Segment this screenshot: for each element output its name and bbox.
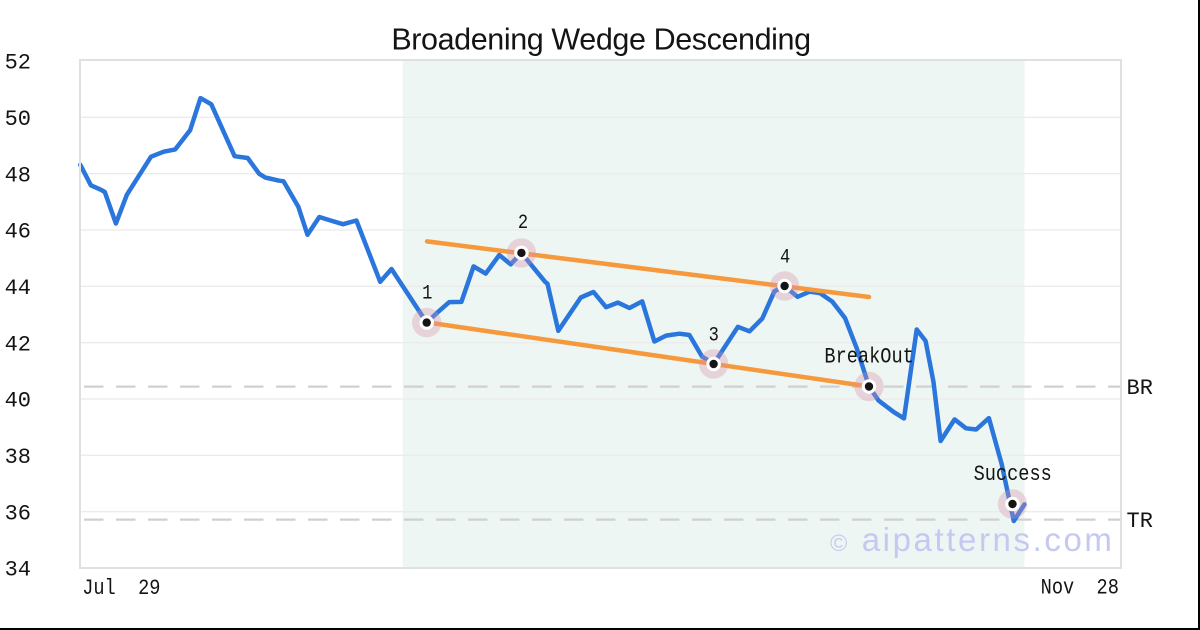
svg-text:42: 42 (5, 332, 31, 357)
svg-text:38: 38 (5, 445, 31, 470)
svg-text:36: 36 (5, 501, 31, 526)
svg-text:BreakOut: BreakOut (824, 345, 913, 370)
svg-text:44: 44 (5, 276, 31, 301)
svg-text:46: 46 (5, 220, 31, 245)
svg-text:3: 3 (709, 324, 719, 347)
svg-text:52: 52 (5, 51, 31, 76)
svg-text:40: 40 (5, 389, 31, 414)
svg-text:2: 2 (518, 212, 528, 235)
svg-text:Broadening Wedge Descending: Broadening Wedge Descending (391, 23, 810, 57)
svg-text:4: 4 (780, 246, 790, 269)
svg-text:Success: Success (974, 463, 1052, 488)
svg-text:34: 34 (5, 558, 31, 583)
svg-text:Jul 29: Jul 29 (82, 577, 160, 602)
svg-text:TR: TR (1127, 509, 1153, 534)
svg-text:Nov 28: Nov 28 (1041, 576, 1119, 601)
svg-text:50: 50 (5, 107, 31, 132)
svg-text:BR: BR (1127, 376, 1153, 401)
svg-text:1: 1 (422, 282, 432, 305)
svg-text:© aipatterns.com: © aipatterns.com (830, 521, 1115, 558)
svg-text:48: 48 (5, 163, 31, 188)
